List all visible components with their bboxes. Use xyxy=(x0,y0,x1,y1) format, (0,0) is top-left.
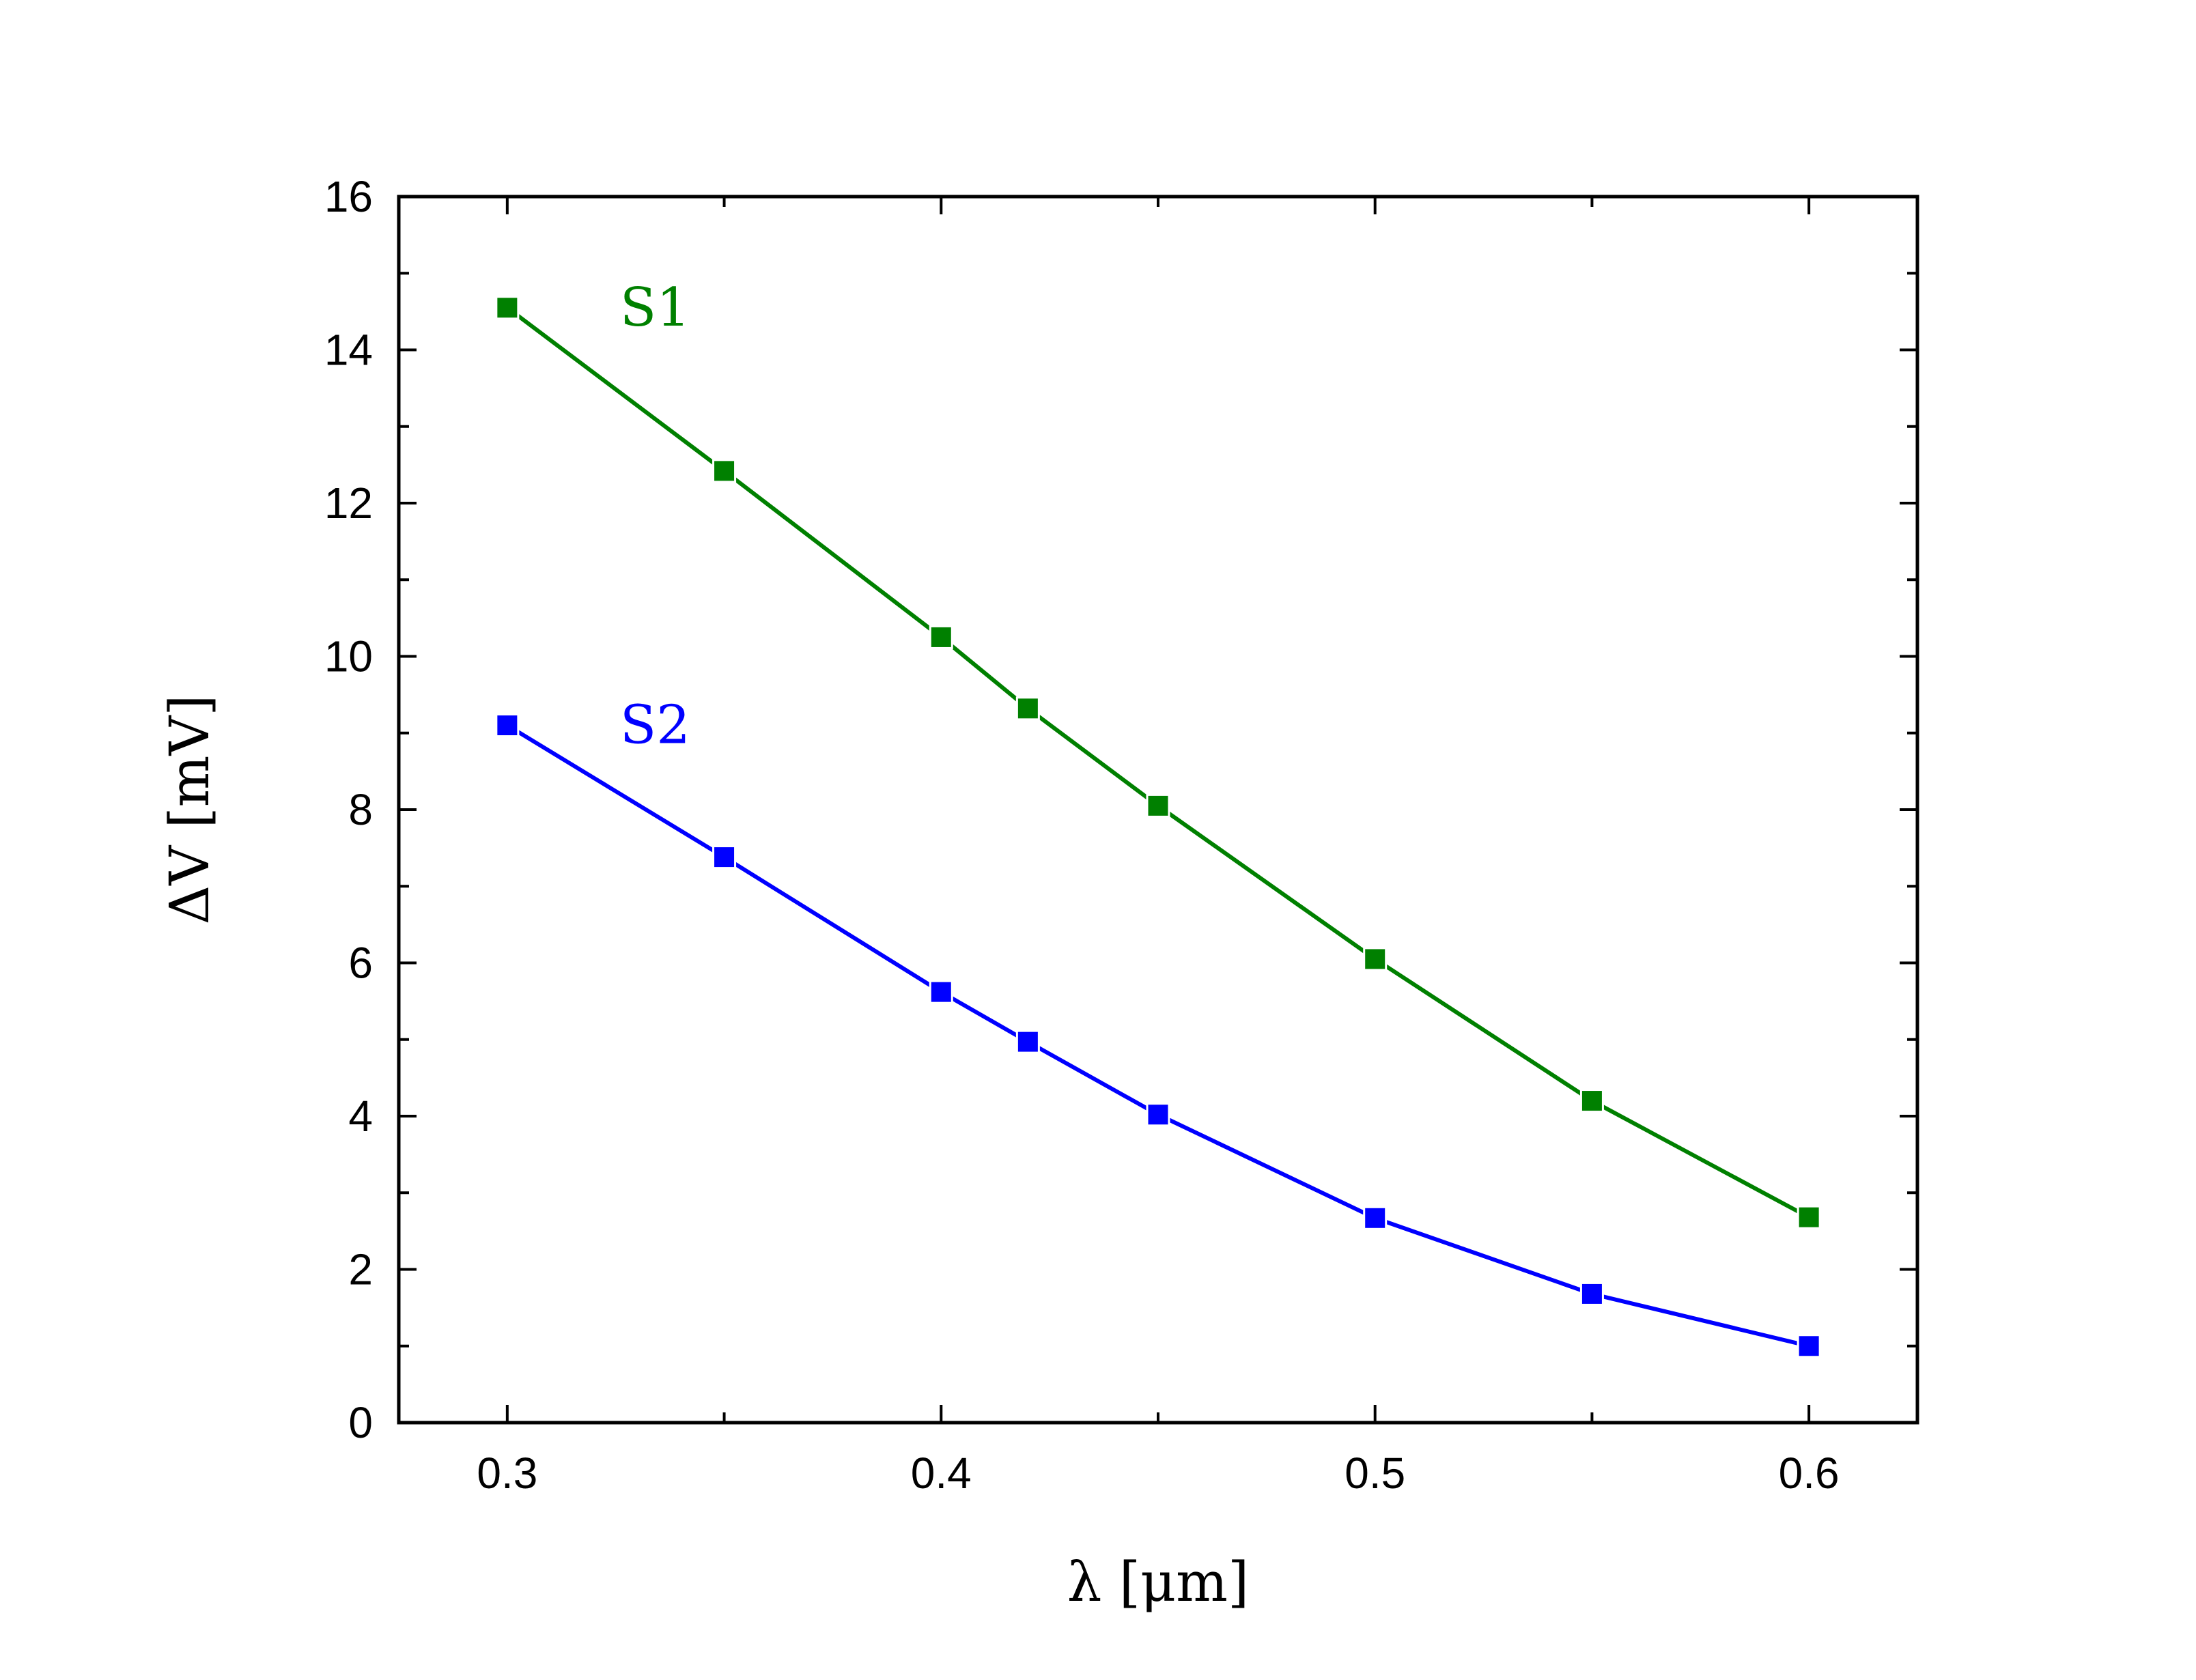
axis-ticks: 0.3 0.4 0.5 0.6 0 2 4 6 8 10 12 14 16 xyxy=(324,172,1917,1498)
y-tick-label: 2 xyxy=(348,1245,373,1294)
data-point-s2 xyxy=(1363,1206,1388,1230)
y-tick-label: 8 xyxy=(348,785,373,834)
data-point-s1 xyxy=(495,296,520,320)
x-tick-label: 0.6 xyxy=(1779,1449,1840,1498)
data-point-s1 xyxy=(1363,947,1388,971)
data-point-s2 xyxy=(1579,1281,1604,1306)
data-point-s2 xyxy=(1015,1029,1040,1054)
data-point-s2 xyxy=(712,845,737,870)
x-tick-label: 0.4 xyxy=(911,1449,972,1498)
series-label-s1: S1 xyxy=(620,277,690,339)
data-point-s1 xyxy=(1146,793,1170,818)
y-tick-label: 12 xyxy=(324,479,373,528)
series-labels: S1 S2 xyxy=(620,277,690,756)
data-point-s2 xyxy=(929,980,953,1004)
data-point-s1 xyxy=(929,625,953,649)
y-tick-label: 4 xyxy=(348,1092,373,1141)
y-axis-title: ΔV [mV] xyxy=(158,694,221,924)
data-point-s2 xyxy=(1797,1334,1821,1358)
series-lines xyxy=(506,306,1810,1348)
series-markers xyxy=(495,296,1821,1358)
x-axis-title: λ [μm] xyxy=(1067,1550,1249,1614)
y-tick-label: 14 xyxy=(324,326,373,375)
y-tick-label: 16 xyxy=(324,172,373,221)
y-tick-label: 6 xyxy=(348,939,373,988)
data-point-s1 xyxy=(1579,1089,1604,1113)
series-label-s2: S2 xyxy=(620,695,690,756)
data-point-s1 xyxy=(1797,1205,1821,1229)
data-point-s1 xyxy=(1015,696,1040,721)
y-tick-label: 0 xyxy=(348,1398,373,1447)
x-tick-label: 0.5 xyxy=(1345,1449,1405,1498)
data-point-s1 xyxy=(712,459,737,483)
series-line-s2 xyxy=(506,723,1810,1348)
y-tick-label: 10 xyxy=(324,632,373,681)
x-tick-label: 0.3 xyxy=(477,1449,537,1498)
data-point-s2 xyxy=(1146,1102,1170,1127)
data-point-s2 xyxy=(495,713,520,738)
series-line-s1 xyxy=(506,306,1810,1219)
